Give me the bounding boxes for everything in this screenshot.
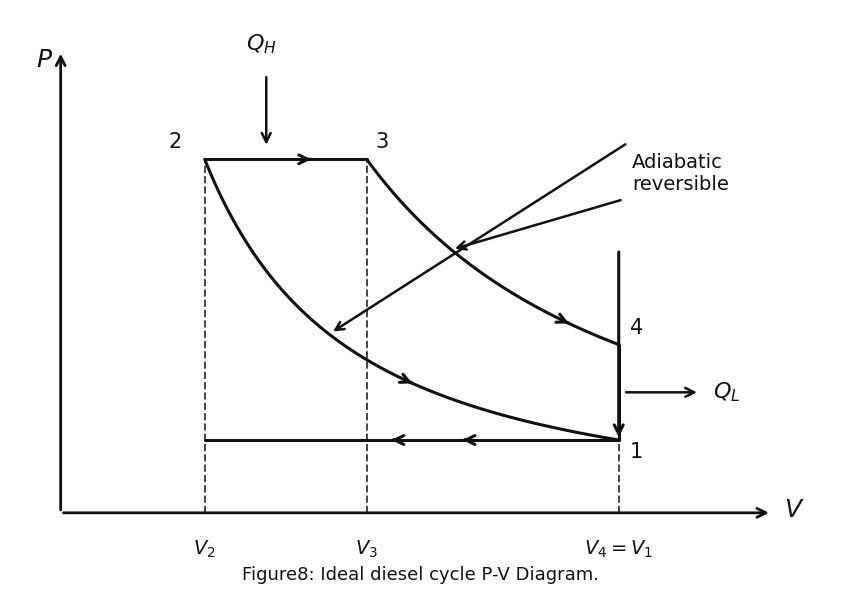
Text: $V_2$: $V_2$ — [194, 539, 216, 560]
Text: $V_3$: $V_3$ — [355, 539, 378, 560]
Text: 1: 1 — [630, 442, 642, 462]
Text: $Q_H$: $Q_H$ — [247, 32, 277, 55]
Text: $V_4 = V_1$: $V_4 = V_1$ — [584, 539, 653, 560]
Text: 2: 2 — [169, 132, 182, 152]
Text: $P$: $P$ — [36, 48, 53, 72]
Text: $V$: $V$ — [784, 498, 804, 523]
Text: Figure8: Ideal diesel cycle P-V Diagram.: Figure8: Ideal diesel cycle P-V Diagram. — [242, 566, 600, 584]
Text: Adiabatic
reversible: Adiabatic reversible — [632, 153, 729, 194]
Text: 4: 4 — [630, 318, 642, 337]
Text: $Q_L$: $Q_L$ — [713, 380, 740, 404]
Text: 3: 3 — [376, 132, 389, 152]
